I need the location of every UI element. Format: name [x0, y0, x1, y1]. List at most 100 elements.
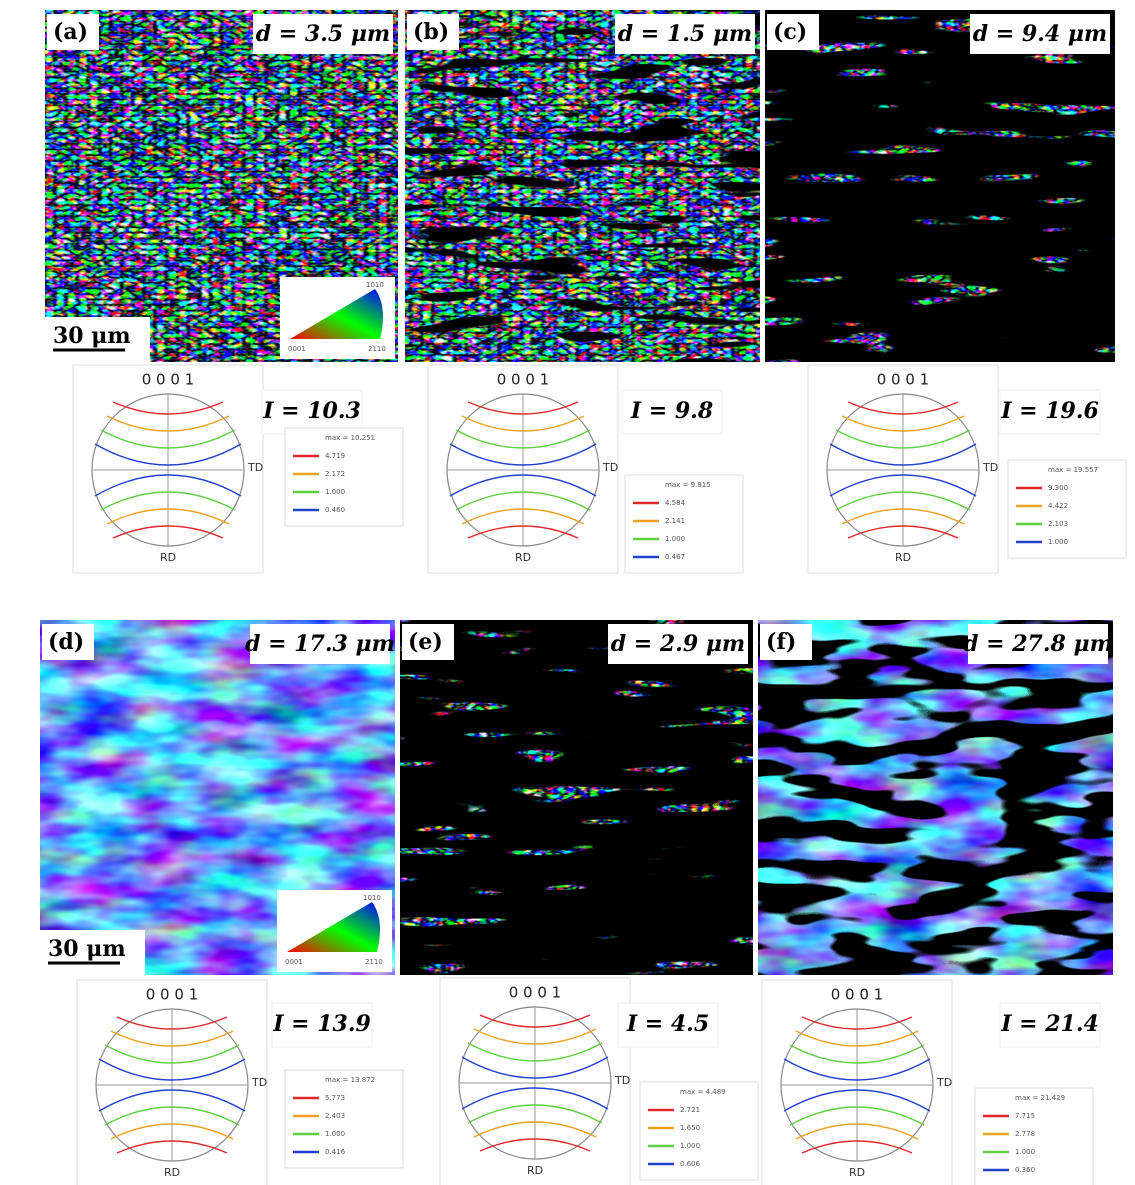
- intensity-box: [999, 1002, 1101, 1048]
- legend-level: 4.422: [1048, 502, 1068, 510]
- ipf-key-label: 1010: [366, 281, 384, 289]
- contour: [116, 1140, 228, 1154]
- contour: [100, 491, 236, 511]
- pole-figure-title: 0 0 0 1: [146, 986, 198, 1004]
- legend-level: 1.000: [680, 1142, 700, 1150]
- contour: [112, 401, 224, 415]
- pole-figure-rd: RD: [164, 1166, 180, 1179]
- pole-figure-td: TD: [982, 461, 998, 474]
- legend-level: 7.715: [1015, 1112, 1035, 1120]
- contour: [461, 508, 585, 525]
- intensity-box: [621, 389, 723, 435]
- contour: [841, 508, 965, 525]
- contour: [479, 1138, 591, 1152]
- legend-level: 0.606: [680, 1160, 701, 1168]
- legend-level: 2.721: [680, 1106, 700, 1114]
- label-box: [407, 14, 459, 50]
- scale-bar-label: 30 μm: [53, 323, 131, 349]
- pole-figure-title: 0 0 0 1: [831, 986, 883, 1004]
- ipf-key-label: 0001: [288, 345, 306, 353]
- pole-figure-td: TD: [602, 461, 618, 474]
- contour: [98, 1058, 246, 1081]
- contour: [835, 429, 971, 449]
- legend-level: 2.778: [1015, 1130, 1035, 1138]
- contour: [789, 1044, 925, 1064]
- contour: [795, 1030, 919, 1047]
- intensity-box: [271, 1002, 373, 1048]
- grain-size-box: [615, 14, 755, 54]
- contour: [789, 1106, 925, 1126]
- legend-max: max = 13.872: [325, 1076, 375, 1084]
- ipf-key-label: 1010: [363, 894, 381, 902]
- contour: [829, 474, 977, 497]
- legend-max: max = 10.251: [325, 434, 375, 442]
- grain-size: d = 27.8 μm: [963, 631, 1113, 657]
- contour: [801, 1016, 913, 1030]
- panel-label: (a): [53, 19, 88, 45]
- pole-figure-td: TD: [936, 1076, 952, 1089]
- contour: [455, 491, 591, 511]
- contour: [847, 525, 959, 539]
- intensity: I = 10.3: [262, 398, 361, 424]
- contour: [467, 401, 579, 415]
- ipf-key-label: 2110: [365, 958, 383, 966]
- pole-figure-title: 0 0 0 1: [497, 371, 549, 389]
- contour: [467, 1104, 603, 1124]
- legend-level: 1.000: [325, 488, 345, 496]
- legend-level: 2.103: [1048, 520, 1068, 528]
- contour: [467, 1042, 603, 1062]
- legend-max: max = 9.815: [665, 481, 711, 489]
- pole-figure-rd: RD: [515, 551, 531, 564]
- pole-figure-title: 0 0 0 1: [509, 984, 561, 1002]
- legend-level: 0.416: [325, 1148, 346, 1156]
- label-box: [760, 624, 812, 660]
- legend-level: 0.360: [1015, 1166, 1035, 1174]
- contour: [461, 1087, 609, 1110]
- contour: [847, 401, 959, 415]
- legend-level: 1.000: [325, 1130, 345, 1138]
- legend-level: 1.000: [1048, 538, 1068, 546]
- contour: [98, 1089, 246, 1112]
- label-box: [402, 624, 454, 660]
- pole-figure-td: TD: [614, 1074, 630, 1087]
- legend-max: max = 19.557: [1048, 466, 1098, 474]
- map-unindexed: [405, 10, 760, 362]
- contour: [449, 443, 597, 466]
- contour: [461, 415, 585, 432]
- pole-figure-td: TD: [247, 461, 263, 474]
- contour: [104, 1044, 240, 1064]
- contour: [473, 1028, 597, 1045]
- label-box: [42, 624, 94, 660]
- intensity: I = 9.8: [630, 398, 713, 424]
- map-unindexed: [400, 620, 753, 975]
- grain-size: d = 17.3 μm: [245, 631, 395, 657]
- contour: [479, 1014, 591, 1028]
- map-unindexed: [758, 620, 1113, 975]
- intensity: I = 4.5: [626, 1011, 709, 1037]
- contour: [449, 474, 597, 497]
- grain-size: d = 3.5 μm: [256, 21, 390, 47]
- contour: [783, 1058, 931, 1081]
- legend-level: 4.719: [325, 452, 345, 460]
- map-unindexed: [765, 10, 1115, 362]
- legend-level: 1.000: [1015, 1148, 1035, 1156]
- contour: [112, 525, 224, 539]
- contour: [801, 1140, 913, 1154]
- legend-level: 9.300: [1048, 484, 1068, 492]
- contour: [110, 1030, 234, 1047]
- grain-size: d = 1.5 μm: [618, 21, 752, 47]
- contour: [100, 429, 236, 449]
- grain-size-box: [253, 14, 393, 54]
- contour: [94, 443, 242, 466]
- contour: [473, 1121, 597, 1138]
- ipf-triangle: [287, 902, 381, 952]
- contour: [841, 415, 965, 432]
- grain-size-box: [608, 624, 748, 664]
- grain-size: d = 2.9 μm: [611, 631, 745, 657]
- contour: [110, 1123, 234, 1140]
- scale-bar-box: [40, 930, 145, 975]
- legend-level: 4.584: [665, 499, 686, 507]
- contour: [94, 474, 242, 497]
- contour: [455, 429, 591, 449]
